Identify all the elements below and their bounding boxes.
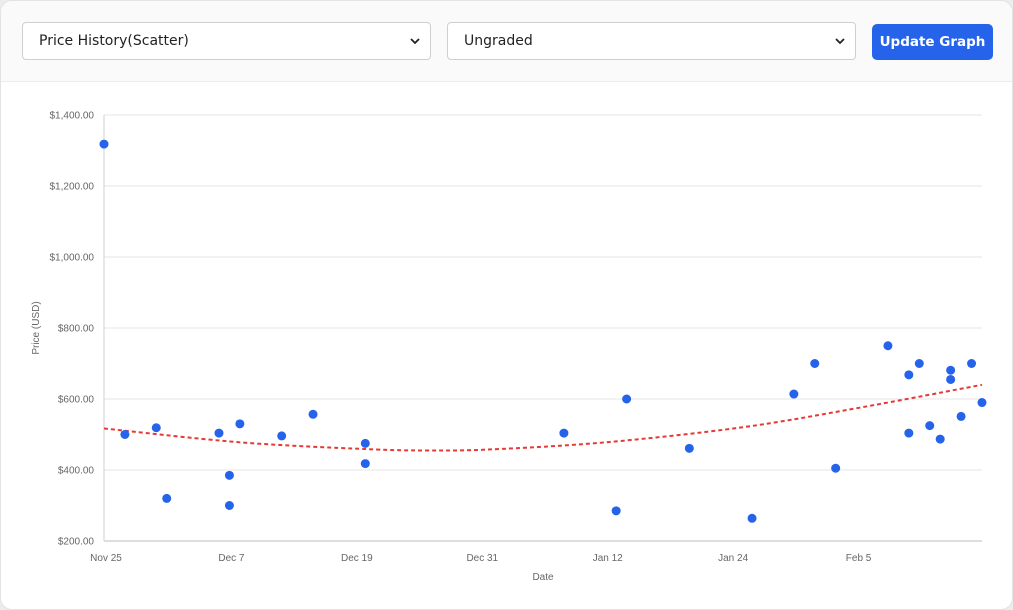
- scatter-chart: $200.00 $400.00 $600.00 $800.00 $1,000.00 $1,…: [31, 111, 987, 583]
- data-point[interactable]: [883, 341, 893, 351]
- chart-type-select-value: Price History(Scatter): [39, 33, 189, 49]
- data-point[interactable]: [977, 398, 987, 408]
- data-points: [99, 139, 987, 523]
- data-point[interactable]: [622, 394, 632, 404]
- x-axis-label: Date: [532, 572, 554, 583]
- toolbar: Price History(Scatter) Ungraded Update G…: [1, 1, 1012, 82]
- y-axis-label: Price (USD): [31, 301, 42, 354]
- chart-type-select[interactable]: Price History(Scatter): [22, 22, 431, 60]
- data-point[interactable]: [684, 443, 694, 453]
- data-point[interactable]: [747, 513, 757, 523]
- y-tick-label: $1,200.00: [50, 182, 95, 193]
- x-tick-label: Jan 12: [593, 553, 623, 564]
- data-point[interactable]: [162, 493, 172, 503]
- data-point[interactable]: [235, 419, 245, 429]
- y-tick-label: $1,000.00: [50, 253, 95, 264]
- data-point[interactable]: [224, 470, 234, 480]
- x-axis-ticks: Nov 25 Dec 7 Dec 19 Dec 31 Jan 12 Jan 24 Feb 5: [90, 553, 872, 564]
- data-point[interactable]: [904, 370, 914, 380]
- chevron-down-icon: [410, 38, 420, 45]
- data-point[interactable]: [914, 359, 924, 368]
- data-point[interactable]: [559, 428, 569, 438]
- data-point[interactable]: [120, 430, 130, 439]
- x-tick-label: Nov 25: [90, 553, 122, 564]
- data-point[interactable]: [99, 139, 109, 149]
- x-tick-label: Dec 7: [218, 553, 245, 564]
- update-graph-button[interactable]: Update Graph: [872, 24, 993, 60]
- y-tick-label: $200.00: [58, 537, 95, 548]
- data-point[interactable]: [967, 359, 977, 368]
- data-point[interactable]: [946, 365, 956, 375]
- data-point[interactable]: [308, 409, 318, 419]
- data-point[interactable]: [277, 431, 287, 441]
- y-tick-label: $1,400.00: [50, 111, 95, 122]
- data-point[interactable]: [935, 434, 945, 444]
- y-axis-ticks: $200.00 $400.00 $600.00 $800.00 $1,000.00 $1,…: [50, 111, 95, 548]
- data-point[interactable]: [789, 389, 799, 399]
- data-point[interactable]: [831, 463, 841, 473]
- data-point[interactable]: [360, 438, 370, 448]
- data-point[interactable]: [904, 428, 914, 438]
- x-tick-label: Feb 5: [846, 553, 872, 564]
- grid-lines: [104, 114, 982, 542]
- data-point[interactable]: [214, 428, 224, 438]
- data-point[interactable]: [925, 421, 935, 431]
- data-point[interactable]: [360, 459, 370, 469]
- data-point[interactable]: [946, 374, 956, 384]
- grade-select[interactable]: Ungraded: [447, 22, 856, 60]
- y-tick-label: $400.00: [58, 466, 95, 477]
- chevron-down-icon: [835, 38, 845, 45]
- data-point[interactable]: [224, 501, 234, 510]
- data-point[interactable]: [956, 411, 966, 421]
- grade-select-value: Ungraded: [464, 33, 533, 49]
- y-tick-label: $600.00: [58, 395, 95, 406]
- x-tick-label: Dec 31: [466, 553, 498, 564]
- y-tick-label: $800.00: [58, 324, 95, 335]
- trend-line: [103, 383, 983, 452]
- x-tick-label: Dec 19: [341, 553, 373, 564]
- data-point[interactable]: [151, 423, 161, 433]
- x-tick-label: Jan 24: [718, 553, 748, 564]
- data-point[interactable]: [611, 506, 621, 516]
- data-point[interactable]: [810, 359, 820, 368]
